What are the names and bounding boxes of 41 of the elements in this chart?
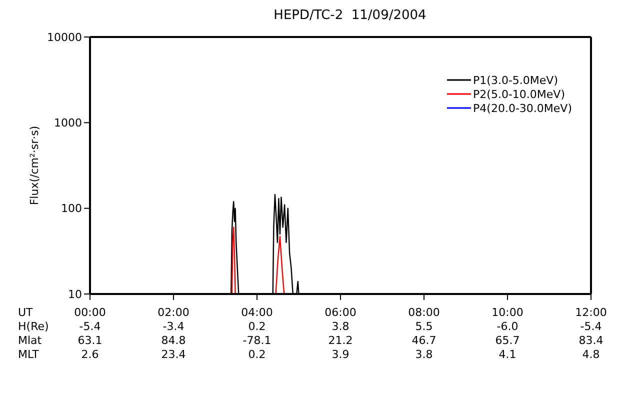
text: 3.8: [332, 320, 350, 333]
x-tick-label: 10:00: [492, 306, 524, 319]
text: 4.8: [582, 348, 600, 361]
text: 3.9: [332, 348, 350, 361]
text: 21.2: [328, 334, 353, 347]
x-tick-label: 06:00: [324, 306, 356, 319]
text: -5.4: [580, 320, 602, 333]
text: 5.5: [415, 320, 433, 333]
x-tick-label: 08:00: [408, 306, 440, 319]
x-axis-title: UT: [18, 306, 34, 319]
text: 46.7: [412, 334, 436, 347]
chart-title: HEPD/TC-2 11/09/2004: [272, 8, 428, 25]
text: 83.4: [578, 334, 604, 347]
text: 0.2: [248, 320, 266, 333]
legend-label: P2(5.0-10.0MeV): [473, 88, 565, 100]
y-axis-title: Flux(/cm²·sr·s): [28, 126, 41, 206]
y-tick-label: 10000: [47, 30, 82, 44]
text: -78.1: [242, 334, 272, 347]
x-tick-label: 12:00: [575, 306, 607, 319]
x-tick-label: 02:00: [158, 306, 190, 319]
text: -6.0: [496, 320, 518, 333]
y-tick-label: 1000: [54, 116, 82, 130]
text: H(Re): [18, 320, 49, 333]
text: 2.6: [81, 348, 99, 361]
text: -3.4: [162, 320, 184, 333]
y-tick-label: 100: [61, 202, 82, 216]
x-tick-label: 00:00: [74, 306, 106, 319]
text: 23.4: [161, 348, 186, 361]
text: 0.2: [248, 348, 266, 361]
text: 3.8: [415, 348, 433, 361]
text: 65.7: [495, 334, 520, 347]
legend-label: P4(20.0-30.0MeV): [473, 102, 572, 114]
legend-label: P1(3.0-5.0MeV): [473, 74, 558, 86]
text: 4.1: [498, 348, 516, 361]
text: -5.4: [79, 320, 101, 333]
x-tick-label: 04:00: [241, 306, 273, 319]
text: MLT: [18, 348, 40, 361]
text: 84.8: [161, 334, 186, 347]
text: Mlat: [18, 334, 42, 347]
text: 63.1: [78, 334, 102, 347]
y-tick-label: 10: [68, 288, 82, 301]
